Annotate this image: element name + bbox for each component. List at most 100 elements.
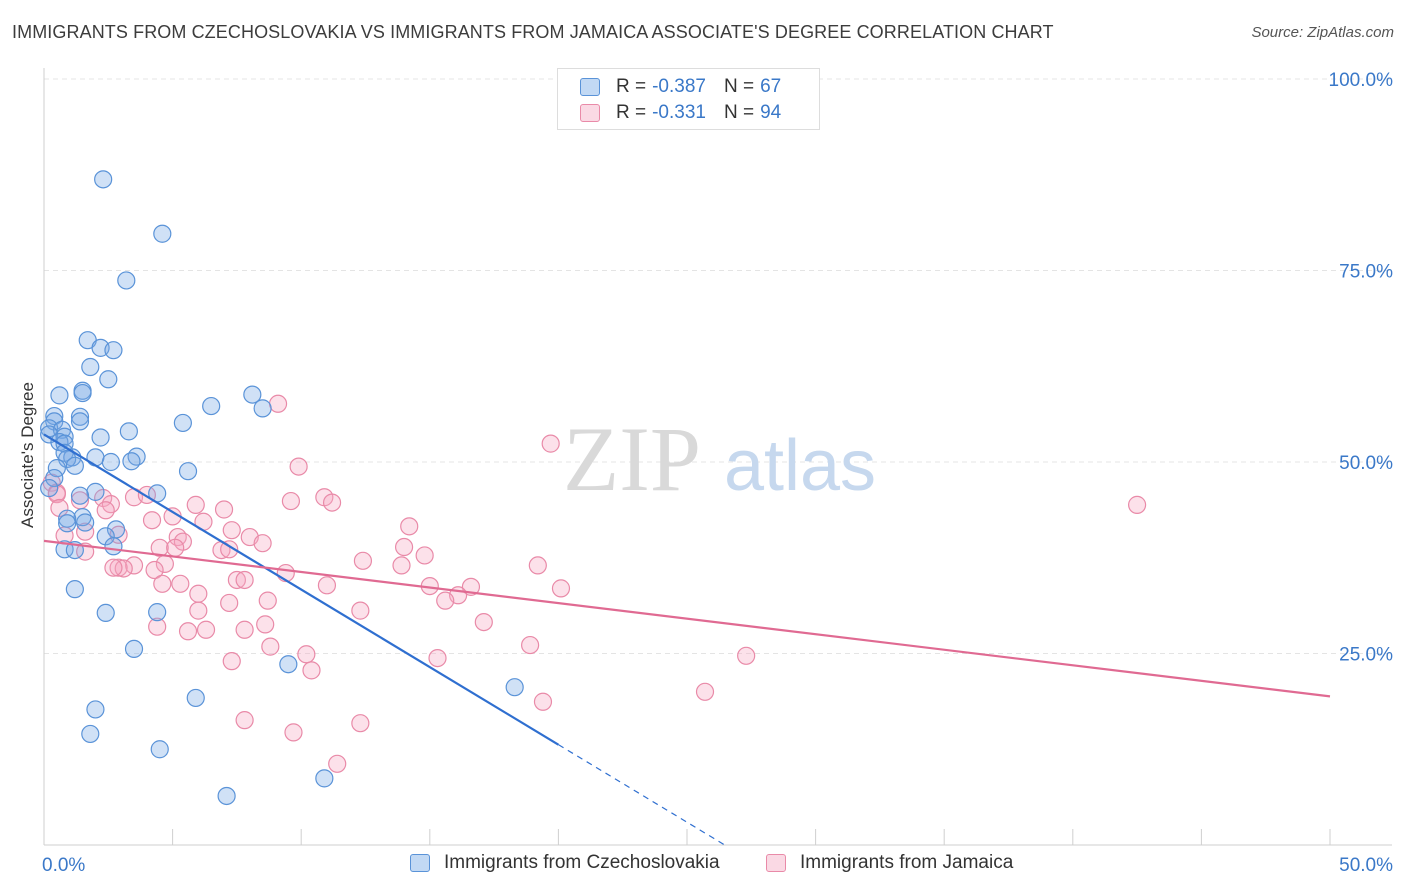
legend-r-label: R = xyxy=(616,102,647,123)
czech-point xyxy=(505,678,524,697)
czech-point xyxy=(104,537,123,556)
czech-point xyxy=(70,412,90,431)
czech-point xyxy=(50,386,69,405)
jamaica-point xyxy=(1127,495,1147,514)
jamaica-point xyxy=(124,556,144,575)
jamaica-point xyxy=(220,593,239,613)
czech-point xyxy=(178,462,198,481)
legend-n-value: 67 xyxy=(760,76,782,97)
jamaica-point xyxy=(186,495,205,514)
czech-point xyxy=(86,482,105,501)
jamaica-point xyxy=(302,661,321,680)
czech-point xyxy=(96,527,115,546)
jamaica-point xyxy=(284,723,303,742)
jamaica-point xyxy=(289,457,308,476)
czech-point xyxy=(315,769,334,788)
series-label-czech: Immigrants from Czechoslovakia xyxy=(444,852,720,873)
x-tick-label: 50.0% xyxy=(1339,855,1393,876)
jamaica-point xyxy=(109,558,128,577)
czech-point xyxy=(58,509,77,528)
jamaica-point xyxy=(114,559,133,578)
czech-point xyxy=(58,514,77,533)
jamaica-point xyxy=(528,556,547,575)
watermark-zip: ZIP xyxy=(563,408,701,510)
czech-point xyxy=(40,478,59,498)
series-label-jamaica: Immigrants from Jamaica xyxy=(800,852,1014,873)
czech-point xyxy=(65,580,84,599)
czech-point xyxy=(124,639,144,659)
jamaica-point xyxy=(695,682,715,701)
czech-point xyxy=(81,724,100,744)
legend-n-label: N = xyxy=(723,102,755,123)
jamaica-point xyxy=(533,692,553,711)
jamaica-point xyxy=(142,511,162,530)
watermark: ZIP atlas xyxy=(563,408,876,510)
chart-title: IMMIGRANTS FROM CZECHOSLOVAKIA VS IMMIGR… xyxy=(12,22,1054,42)
jamaica-point xyxy=(474,612,493,632)
czech-point xyxy=(45,468,64,488)
czech-trend-extension xyxy=(558,744,726,846)
series-swatch-jamaica xyxy=(766,854,786,872)
jamaica-point xyxy=(171,574,190,593)
czech-point xyxy=(117,271,136,290)
chart-source: Source: ZipAtlas.com xyxy=(1251,24,1394,41)
jamaica-point xyxy=(281,491,301,511)
czech-point xyxy=(243,385,262,404)
czech-point xyxy=(70,407,90,426)
axes xyxy=(43,68,1392,846)
y-tick-label: 50.0% xyxy=(1339,453,1393,474)
jamaica-point xyxy=(235,711,254,730)
czech-point xyxy=(86,448,105,467)
jamaica-point xyxy=(96,501,115,520)
jamaica-point xyxy=(258,591,277,610)
czech-trend-line xyxy=(43,433,559,746)
gridlines xyxy=(44,78,1392,654)
legend-n-value: 94 xyxy=(760,102,782,123)
czech-point xyxy=(104,341,123,360)
jamaica-point xyxy=(76,522,95,541)
jamaica-point xyxy=(235,570,254,590)
jamaica-point xyxy=(256,615,275,634)
czech-point xyxy=(173,413,192,433)
legend-row-jamaica: R = -0.331 N = 94 xyxy=(580,101,781,125)
jamaica-trend-line xyxy=(43,539,1331,698)
czech-point xyxy=(101,452,120,472)
czech-point xyxy=(279,655,298,674)
trend-lines xyxy=(43,433,1331,846)
jamaica-point xyxy=(104,558,123,577)
jamaica-point xyxy=(214,500,234,519)
legend-swatch-czech xyxy=(580,78,600,96)
jamaica-point xyxy=(351,714,370,733)
jamaica-point xyxy=(150,538,169,557)
czech-point xyxy=(202,396,221,416)
watermark-atlas: atlas xyxy=(724,426,876,506)
czech-point xyxy=(186,688,205,708)
czech-point xyxy=(55,434,74,453)
jamaica-point xyxy=(148,617,167,636)
jamaica-point xyxy=(521,635,540,655)
jamaica-point xyxy=(428,648,447,668)
czech-point xyxy=(76,513,95,532)
jamaica-point xyxy=(322,493,342,512)
czech-point xyxy=(119,422,138,441)
jamaica-point xyxy=(220,540,239,559)
czech-point xyxy=(122,452,141,471)
y-tick-label: 100.0% xyxy=(1329,70,1394,91)
stats-legend: R = -0.387 N = 67 R = -0.331 N = 94 xyxy=(557,68,820,130)
legend-n-label: N = xyxy=(723,76,755,97)
jamaica-point xyxy=(328,754,347,773)
jamaica-point xyxy=(222,652,241,671)
jamaica-point xyxy=(253,534,272,553)
jamaica-point xyxy=(317,576,337,595)
jamaica-point xyxy=(297,645,316,664)
czech-points xyxy=(40,170,524,806)
legend-row-czech: R = -0.387 N = 67 xyxy=(580,75,781,99)
y-tick-label: 75.0% xyxy=(1339,262,1393,283)
czech-point xyxy=(81,357,100,377)
jamaica-point xyxy=(227,570,246,590)
jamaica-point xyxy=(400,517,419,536)
czech-point xyxy=(70,486,90,505)
jamaica-point xyxy=(145,560,164,580)
czech-point xyxy=(96,603,115,623)
jamaica-point xyxy=(541,434,560,453)
